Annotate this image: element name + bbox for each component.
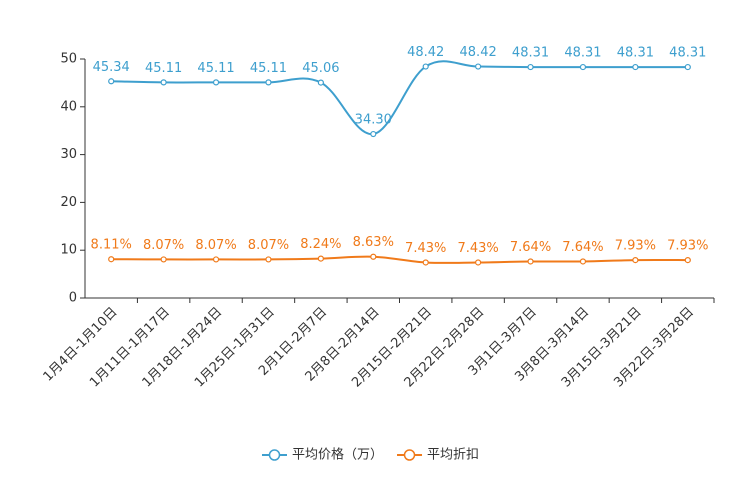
data-label: 48.31 bbox=[617, 46, 654, 61]
data-point bbox=[265, 256, 272, 263]
data-label: 45.11 bbox=[145, 61, 182, 76]
data-label: 7.43% bbox=[457, 241, 498, 256]
data-label: 45.06 bbox=[302, 61, 339, 76]
data-point bbox=[475, 259, 482, 266]
data-label: 45.11 bbox=[250, 61, 287, 76]
data-label: 8.11% bbox=[91, 238, 132, 253]
data-label: 8.63% bbox=[353, 235, 394, 250]
legend-label: 平均价格（万） bbox=[292, 447, 383, 463]
data-label: 45.34 bbox=[93, 60, 130, 75]
data-label: 48.42 bbox=[407, 45, 444, 60]
data-point bbox=[370, 253, 377, 260]
data-point bbox=[422, 259, 429, 266]
data-label: 48.31 bbox=[669, 46, 706, 61]
legend-label: 平均折扣 bbox=[427, 448, 479, 463]
data-label: 7.64% bbox=[562, 240, 603, 255]
y-tick-label: 0 bbox=[69, 291, 77, 306]
y-tick-label: 40 bbox=[60, 99, 77, 114]
data-label: 7.93% bbox=[615, 239, 656, 254]
data-point bbox=[527, 258, 534, 265]
data-point bbox=[579, 258, 587, 265]
data-point bbox=[632, 256, 639, 264]
data-point bbox=[527, 63, 534, 71]
data-label: 8.07% bbox=[248, 238, 289, 253]
data-label: 7.64% bbox=[510, 240, 551, 255]
data-point bbox=[684, 63, 691, 71]
legend-marker bbox=[268, 449, 281, 461]
data-label: 8.07% bbox=[143, 238, 184, 253]
data-point bbox=[108, 78, 115, 85]
data-label: 7.43% bbox=[405, 241, 446, 256]
data-point bbox=[370, 130, 377, 138]
data-label: 48.31 bbox=[512, 46, 549, 61]
data-point bbox=[212, 256, 220, 263]
y-tick-label: 50 bbox=[60, 52, 77, 67]
data-point bbox=[475, 63, 482, 70]
data-label: 34.30 bbox=[355, 113, 392, 128]
data-point bbox=[160, 79, 167, 86]
y-tick-label: 30 bbox=[60, 147, 77, 162]
data-point bbox=[108, 256, 115, 263]
series-line bbox=[111, 255, 688, 264]
data-point bbox=[160, 256, 167, 263]
data-point bbox=[212, 79, 220, 86]
data-label: 48.31 bbox=[564, 46, 601, 61]
data-point bbox=[579, 63, 587, 71]
data-point bbox=[317, 79, 324, 86]
data-point bbox=[422, 63, 429, 70]
data-label: 8.24% bbox=[300, 237, 341, 252]
data-point bbox=[684, 256, 691, 264]
data-label: 48.42 bbox=[460, 45, 497, 60]
data-label: 7.93% bbox=[667, 239, 708, 254]
y-tick-label: 20 bbox=[60, 195, 77, 210]
y-tick-label: 10 bbox=[60, 243, 77, 258]
data-point bbox=[265, 79, 272, 86]
data-label: 8.07% bbox=[195, 238, 236, 253]
data-point bbox=[317, 255, 324, 262]
data-label: 45.11 bbox=[197, 61, 234, 76]
legend-marker bbox=[403, 449, 416, 461]
data-point bbox=[632, 63, 639, 71]
